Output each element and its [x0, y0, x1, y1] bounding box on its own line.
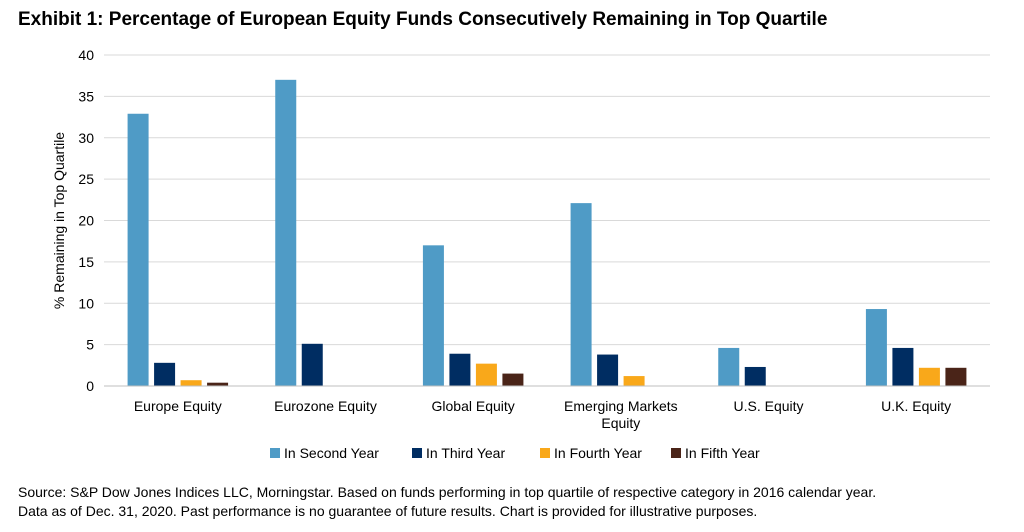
gridlines: [104, 54, 990, 346]
y-axis-label: % Remaining in Top Quartile: [51, 132, 67, 309]
y-tick-label: 10: [78, 295, 94, 311]
bar: [275, 79, 297, 386]
legend: In Second Year In Third Year In Fourth Yea…: [270, 445, 760, 461]
legend-swatch: [270, 448, 280, 458]
y-tick-label: 40: [78, 47, 94, 63]
y-tick-label: 0: [86, 378, 94, 394]
x-tick-label: Equity: [601, 415, 640, 431]
bar: [570, 203, 592, 386]
source-note: Source: S&P Dow Jones Indices LLC, Morni…: [18, 483, 876, 521]
y-tick-label: 30: [78, 130, 94, 146]
source-line-1: Source: S&P Dow Jones Indices LLC, Morni…: [18, 484, 877, 500]
x-tick-label: Europe Equity: [134, 398, 222, 414]
bars: [127, 79, 967, 386]
bar: [597, 354, 619, 386]
bar: [744, 366, 766, 386]
bar: [475, 363, 497, 386]
x-tick-label: Eurozone Equity: [274, 398, 377, 414]
legend-swatch: [671, 448, 681, 458]
x-tick-label: Emerging Markets: [564, 398, 678, 414]
bar: [892, 347, 914, 386]
y-tick-label: 15: [78, 254, 94, 270]
x-tick-label: U.K. Equity: [881, 398, 951, 414]
bar: [502, 373, 524, 386]
bar: [945, 367, 967, 386]
bar: [918, 367, 940, 386]
y-tick-label: 35: [78, 88, 94, 104]
legend-label: In Fifth Year: [685, 445, 760, 461]
source-line-2: Data as of Dec. 31, 2020. Past performan…: [18, 503, 758, 519]
chart-title: Exhibit 1: Percentage of European Equity…: [18, 9, 828, 30]
x-tick-label: Global Equity: [432, 398, 515, 414]
bar: [718, 347, 740, 386]
bar: [207, 382, 229, 386]
bar: [180, 380, 202, 386]
legend-label: In Third Year: [426, 445, 505, 461]
legend-label: In Second Year: [284, 445, 379, 461]
bar: [127, 113, 149, 386]
y-tick-label: 5: [86, 337, 94, 353]
bar: [301, 343, 323, 386]
bar: [449, 353, 471, 386]
legend-swatch: [540, 448, 550, 458]
y-tick-label: 20: [78, 213, 94, 229]
bar: [154, 362, 176, 386]
bar: [623, 376, 645, 386]
legend-swatch: [412, 448, 422, 458]
y-tick-label: 25: [78, 171, 94, 187]
legend-label: In Fourth Year: [554, 445, 642, 461]
bar: [865, 309, 887, 386]
axes: 0 5 10 15 20 25 30 35 40 Europe Equity Eurozone Eq…: [78, 47, 990, 431]
bar: [422, 245, 444, 386]
x-tick-label: U.S. Equity: [733, 398, 803, 414]
